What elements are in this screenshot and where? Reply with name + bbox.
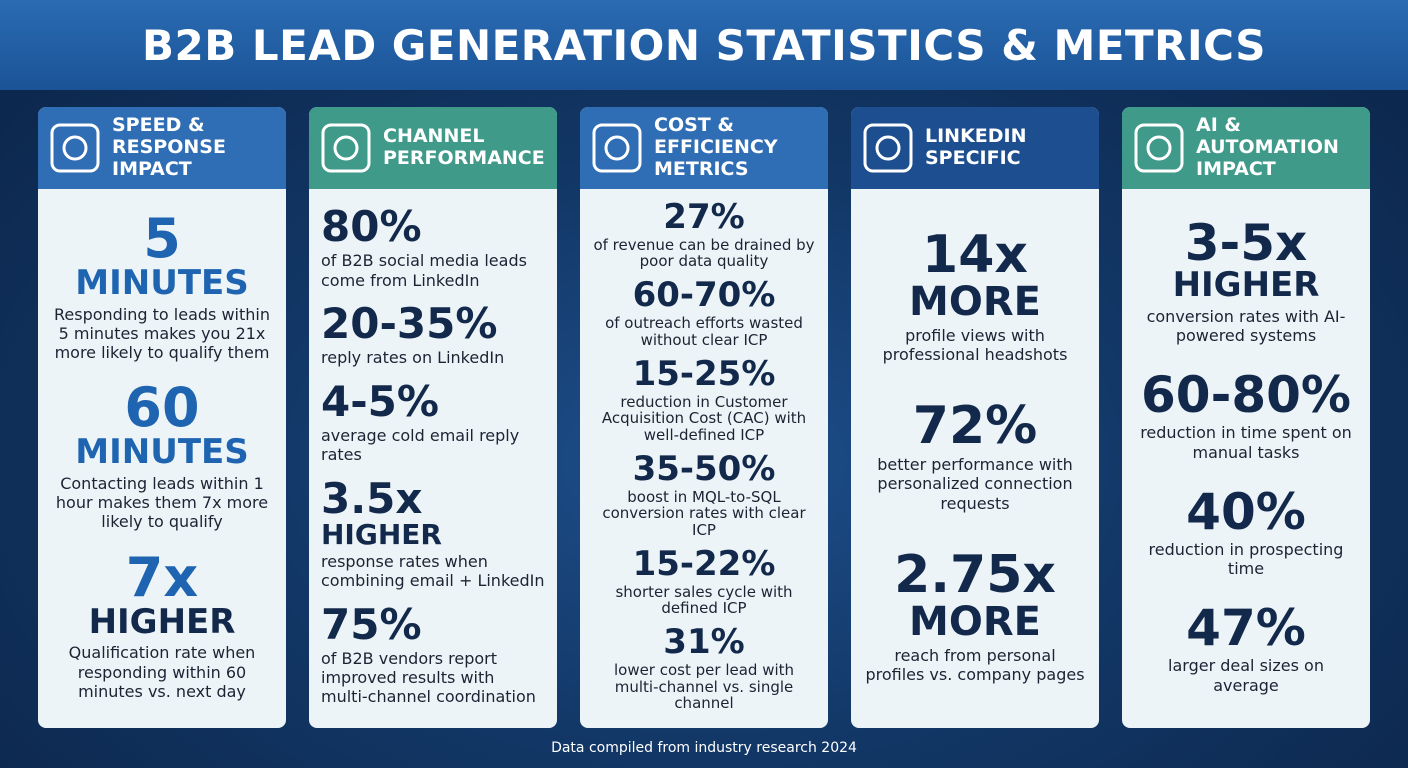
stat-value: 60-70%: [632, 275, 776, 315]
stat-value: 60-80%: [1140, 366, 1351, 425]
stat-value: 31%: [663, 622, 745, 662]
column-header: LINKEDIN SPECIFIC: [851, 107, 1099, 189]
column-title: SPEED & RESPONSE IMPACT: [112, 114, 226, 180]
stat-value: 15-22%: [632, 543, 776, 584]
stat-description: of outreach efforts wasted without clear…: [605, 314, 803, 349]
stat-qualifier: HIGHER: [321, 517, 442, 551]
header-icon: [50, 123, 100, 173]
stat-value: 15-25%: [632, 353, 776, 394]
stat-description: reduction in time spent on manual tasks: [1140, 423, 1352, 462]
page-title: B2B LEAD GENERATION STATISTICS & METRICS: [141, 20, 1267, 70]
stat-value: 72%: [912, 396, 1038, 457]
column-title: LINKEDIN SPECIFIC: [925, 125, 1027, 169]
column-card: CHANNEL PERFORMANCE 80% of B2B social medi…: [309, 107, 557, 728]
stat-qualifier: MINUTES: [75, 263, 249, 304]
stat-block: 60-80% reduction in time spent on manual …: [1134, 370, 1358, 461]
column-card: COST & EFFICIENCY METRICS 27% of revenue c…: [580, 107, 828, 728]
stat-block: 72% better performance with personalized …: [863, 400, 1087, 513]
header-band: B2B LEAD GENERATION STATISTICS & METRICS: [0, 0, 1408, 90]
stat-block: 20-35% reply rates on LinkedIn: [321, 299, 545, 368]
stat-value: 47%: [1186, 599, 1306, 658]
stat-qualifier: HIGHER: [88, 601, 236, 642]
column-header: COST & EFFICIENCY METRICS: [580, 107, 828, 189]
stat-value: 14x: [922, 224, 1028, 285]
column-card: LINKEDIN SPECIFIC 14x MORE profile views wi…: [851, 107, 1099, 728]
header-icon: [1134, 123, 1184, 173]
stat-value: 3-5x: [1184, 214, 1308, 273]
stat-block: 60 MINUTES Contacting leads within 1 hour …: [50, 376, 274, 532]
stat-block: 80% of B2B social media leads come from L…: [321, 202, 545, 290]
stat-value: 5: [143, 207, 181, 271]
stat-value: 35-50%: [632, 448, 776, 489]
stat-description: of B2B social media leads come from Link…: [321, 251, 527, 290]
column-title: CHANNEL PERFORMANCE: [383, 125, 545, 169]
column-header: AI & AUTOMATION IMPACT: [1122, 107, 1370, 189]
column-body: 5 MINUTES Responding to leads within 5 min…: [38, 189, 286, 728]
stat-description: reduction in prospecting time: [1148, 539, 1344, 579]
stat-block: 47% larger deal sizes on average: [1134, 603, 1358, 694]
stat-description: lower cost per lead with multi-channel v…: [613, 661, 795, 712]
stat-qualifier: HIGHER: [1172, 265, 1320, 306]
stat-description: of B2B vendors report improved results w…: [321, 648, 536, 707]
column-card: SPEED & RESPONSE IMPACT 5 MINUTES Respondin…: [38, 107, 286, 728]
stat-block: 15-22% shorter sales cycle with defined I…: [592, 547, 816, 617]
header-icon: [592, 123, 642, 173]
stat-value: 60: [124, 376, 200, 440]
stat-description: average cold email reply rates: [321, 425, 520, 465]
header-icon: [321, 123, 371, 173]
stat-block: 75% of B2B vendors report improved result…: [321, 599, 545, 707]
stat-description: Qualification rate when responding withi…: [68, 643, 256, 701]
stat-block: 35-50% boost in MQL-to-SQL conversion rat…: [592, 452, 816, 539]
column-body: 14x MORE profile views with professional h…: [851, 189, 1099, 728]
stat-block: 4-5% average cold email reply rates: [321, 376, 545, 465]
stat-value: 75%: [321, 599, 422, 649]
column-title: AI & AUTOMATION IMPACT: [1196, 114, 1339, 180]
column-card: AI & AUTOMATION IMPACT 3-5x HIGHER conversi…: [1122, 107, 1370, 728]
column-header: SPEED & RESPONSE IMPACT: [38, 107, 286, 189]
stat-block: 60-70% of outreach efforts wasted without…: [592, 278, 816, 348]
header-icon: [863, 123, 913, 173]
stat-block: 3.5x HIGHER response rates when combining …: [321, 473, 545, 591]
stat-qualifier: MORE: [909, 278, 1041, 325]
stat-block: 5 MINUTES Responding to leads within 5 min…: [50, 207, 274, 363]
stat-description: boost in MQL-to-SQL conversion rates wit…: [602, 487, 806, 539]
stat-value: 3.5x: [321, 473, 423, 523]
stat-value: 27%: [663, 196, 745, 237]
column-header: CHANNEL PERFORMANCE: [309, 107, 557, 189]
column-body: 80% of B2B social media leads come from L…: [309, 189, 557, 728]
stat-block: 7x HIGHER Qualification rate when respondi…: [50, 545, 274, 701]
stat-block: 27% of revenue can be drained by poor dat…: [592, 200, 816, 270]
stat-value: 4-5%: [321, 376, 439, 426]
stat-description: Responding to leads within 5 minutes mak…: [54, 304, 270, 363]
stat-value: 20-35%: [321, 299, 498, 349]
stat-qualifier: MORE: [909, 598, 1041, 645]
footer-note: Data compiled from industry research 202…: [551, 740, 857, 756]
stat-qualifier: MINUTES: [75, 432, 249, 473]
stat-value: 80%: [321, 202, 422, 252]
stat-description: of revenue can be drained by poor data q…: [593, 235, 815, 270]
stat-block: 3-5x HIGHER conversion rates with AI-power…: [1134, 218, 1358, 345]
stat-block: 2.75x MORE reach from personal profiles vs…: [863, 549, 1087, 684]
stat-block: 15-25% reduction in Customer Acquisition …: [592, 357, 816, 444]
stat-description: profile views with professional headshot…: [882, 325, 1068, 365]
column-title: COST & EFFICIENCY METRICS: [654, 114, 778, 180]
stat-description: reply rates on LinkedIn: [321, 348, 505, 368]
stat-description: reach from personal profiles vs. company…: [865, 645, 1085, 684]
stat-block: 31% lower cost per lead with multi-channe…: [592, 625, 816, 712]
column-body: 3-5x HIGHER conversion rates with AI-power…: [1122, 189, 1370, 728]
stat-value: 2.75x: [894, 544, 1056, 605]
column-body: 27% of revenue can be drained by poor dat…: [580, 189, 828, 728]
stat-description: Contacting leads within 1 hour makes the…: [55, 474, 269, 532]
stat-value: 7x: [125, 545, 199, 609]
stat-block: 14x MORE profile views with professional h…: [863, 229, 1087, 364]
stat-description: reduction in Customer Acquisition Cost (…: [601, 392, 807, 444]
stat-value: 40%: [1186, 482, 1306, 541]
stat-description: conversion rates with AI-powered systems: [1146, 306, 1346, 346]
stat-description: shorter sales cycle with defined ICP: [615, 582, 793, 617]
stat-description: larger deal sizes on average: [1168, 656, 1324, 695]
stat-description: better performance with personalized con…: [877, 455, 1073, 513]
stat-block: 40% reduction in prospecting time: [1134, 487, 1358, 578]
stat-description: response rates when combining email + Li…: [321, 552, 545, 591]
